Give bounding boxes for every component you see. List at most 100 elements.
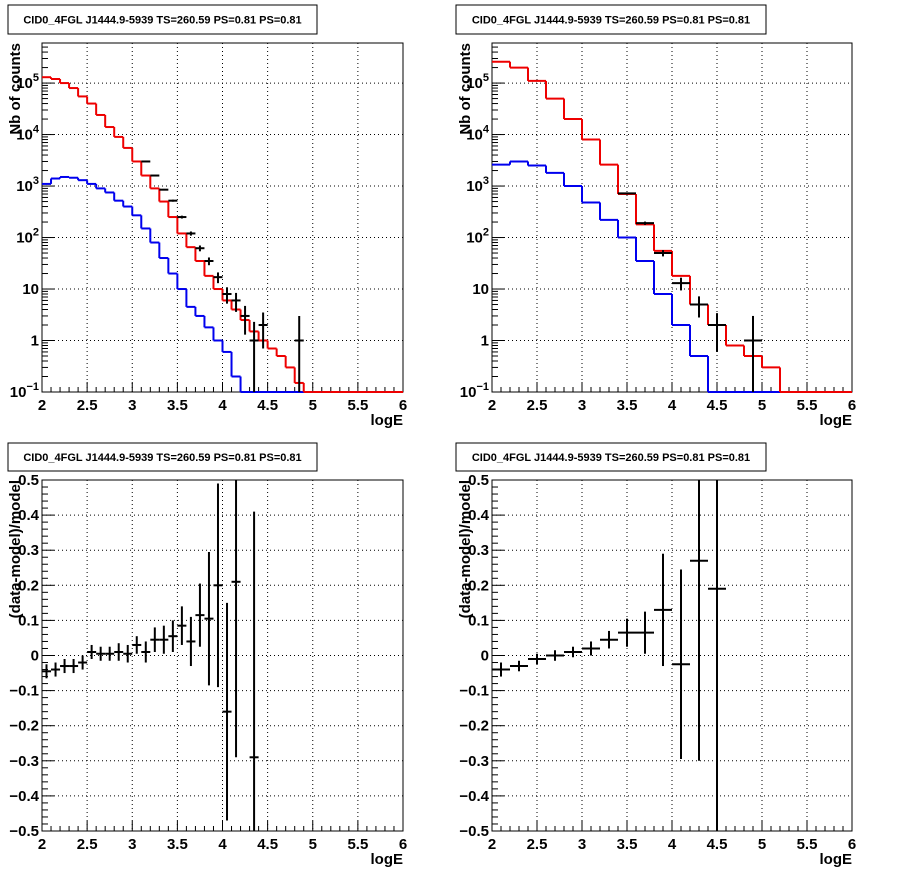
y-tick-label: −0.2 [459,718,489,735]
x-tick-label: 6 [399,836,407,853]
y-tick-label: 103 [466,175,489,195]
y-tick-label: 104 [466,124,490,144]
x-tick-label: 3 [578,397,586,414]
x-tick-label: 3.5 [167,397,188,414]
x-tick-label: 5 [309,397,317,414]
x-tick-label: 4.5 [707,397,728,414]
data-point [618,618,636,647]
title-box [7,442,318,472]
data-point [249,321,259,392]
y-tick-label: −0.3 [9,753,39,770]
data-point [222,602,232,821]
data-point [249,511,259,831]
x-tick-label: 4.5 [257,836,278,853]
data-point [87,644,97,660]
data-point [213,483,223,688]
chart-title: CID0_4FGL J1444.9-5939 TS=260.59 PS=0.81… [23,15,301,27]
x-axis-label: logE [820,851,853,868]
y-tick-label: −0.5 [459,823,489,840]
y-tick-label: 0.1 [468,612,489,629]
x-tick-label: 3 [578,836,586,853]
chart-panel-1: 2 2.5 3 3.5 4 4.5 5 5.5 6 10−1 1 10 102 103 104 105 logE… [7,4,407,429]
data-point [177,215,187,219]
data-point [168,199,178,202]
x-tick-label: 3.5 [617,397,638,414]
data-point [636,611,654,654]
chart-panel-4: 2 2.5 3 3.5 4 4.5 5 5.5 6 −0.5 −0.4 −0.3 −0.2 −0.1 0 0.… [455,442,856,868]
data-point [231,480,241,758]
x-tick-label: 3 [128,397,136,414]
data-point [60,659,70,674]
chart-panel-2: 2 2.5 3 3.5 4 4.5 5 5.5 6 10−1 1 10 102 103 104 105 logE… [455,4,856,429]
y-tick-label: 0.5 [18,472,39,489]
data-points-series [141,160,304,392]
grid-lines [42,43,403,392]
data-point [690,480,708,761]
x-tick-label: 5 [758,836,766,853]
histogram-series-2 [42,76,403,393]
x-tick-label: 5 [309,836,317,853]
data-point [744,315,762,392]
data-point [141,160,151,163]
x-tick-label: 3.5 [617,836,638,853]
title-box [7,4,318,35]
data-points-series [492,480,726,831]
x-tick-label: 4 [668,836,677,853]
x-tick-label: 4 [218,836,227,853]
data-point [582,641,600,656]
y-tick-label: 0.3 [18,542,39,559]
y-tick-label: 0.2 [468,577,489,594]
data-point [141,641,151,663]
y-tick-label: −0.1 [9,683,39,700]
y-tick-label: −0.4 [459,788,489,805]
chart-title: CID0_4FGL J1444.9-5939 TS=260.59 PS=0.81… [472,452,750,464]
y-tick-label: 0 [481,648,489,665]
data-point [600,630,618,649]
x-tick-label: 4 [668,397,677,414]
data-point [150,627,160,652]
data-point [294,315,304,392]
y-tick-label: 0.4 [468,507,490,524]
x-tick-label: 4.5 [257,397,278,414]
x-tick-label: 2.5 [77,836,98,853]
x-tick-label: 6 [399,397,407,414]
x-tick-label: 2.5 [77,397,98,414]
x-tick-label: 5.5 [797,836,818,853]
chart-title: CID0_4FGL J1444.9-5939 TS=260.59 PS=0.81… [472,15,750,27]
y-tick-label: −0.2 [9,718,39,735]
x-tick-label: 4.5 [707,836,728,853]
data-point [42,664,52,679]
y-tick-label: 0 [31,648,39,665]
y-tick-label: 102 [16,227,39,247]
y-axis-label: Nb of counts [457,43,474,135]
data-point [222,287,232,304]
grid-lines [492,480,852,831]
y-tick-label: 0.3 [468,542,489,559]
x-tick-label: 2 [488,836,496,853]
data-point [159,625,169,654]
y-tick-label: 10−1 [10,381,39,401]
y-tick-label: 10−1 [460,381,489,401]
x-tick-label: 3 [128,836,136,853]
y-tick-label: 105 [16,72,39,92]
chart-panel-3: 2 2.5 3 3.5 4 4.5 5 5.5 6 −0.5 −0.4 −0.3 −0.2 −0.1 0 0.… [7,442,407,868]
data-point [159,188,169,191]
y-tick-label: 1 [481,333,489,350]
data-point [546,650,564,661]
y-tick-label: 10 [22,281,39,298]
data-point [204,551,214,686]
axis-ticks [41,42,404,393]
data-point [690,296,708,318]
title-box [455,442,767,472]
y-tick-label: 10 [472,281,489,298]
x-tick-label: 6 [848,836,856,853]
data-point [168,620,178,652]
y-axis-label: (data-model)/model [7,480,24,618]
x-tick-label: 5.5 [797,397,818,414]
data-point [654,553,672,667]
x-tick-label: 5.5 [347,397,368,414]
title-box [455,4,767,35]
data-point [240,305,250,335]
data-point [186,616,196,667]
